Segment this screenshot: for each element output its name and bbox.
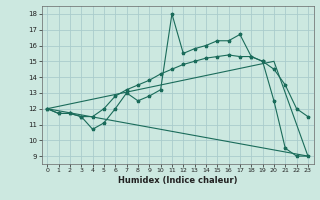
X-axis label: Humidex (Indice chaleur): Humidex (Indice chaleur) — [118, 176, 237, 185]
